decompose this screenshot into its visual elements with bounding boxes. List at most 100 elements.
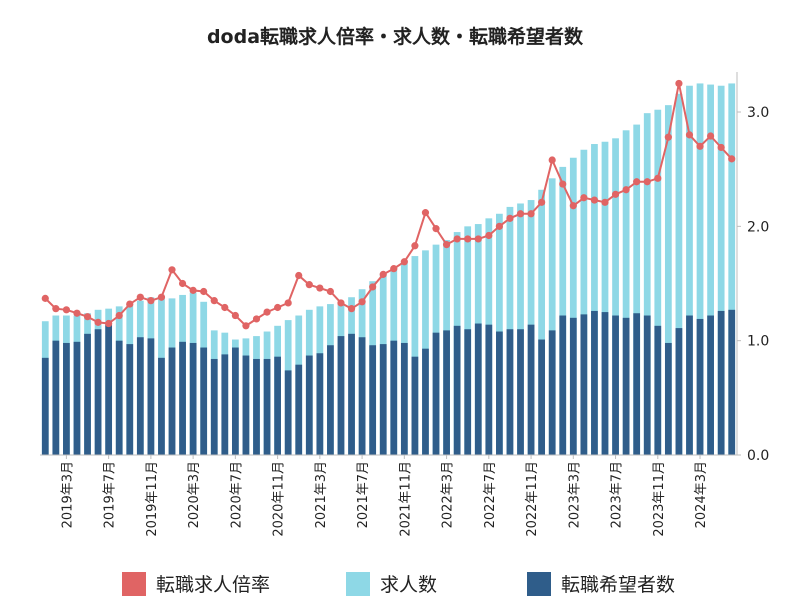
chart-area: 2019年3月 2019年7月 2019年11月 2020年3月 2020年7月 2020… (40, 72, 769, 537)
ratio-point (231, 311, 239, 320)
ratio-point (73, 309, 81, 317)
job-seekers-bar (517, 329, 524, 455)
x-tick-label: 2020年7月 (229, 461, 244, 528)
ratio-point (559, 180, 567, 188)
job-seekers-bar (622, 317, 630, 455)
job-seekers-bar (305, 355, 313, 455)
job-seekers-bar (337, 336, 345, 455)
job-seekers-bar (94, 329, 102, 455)
ratio-point (94, 318, 102, 326)
job-seekers-bar (569, 317, 577, 455)
job-seekers-bar (263, 358, 271, 455)
job-seekers-bar (548, 330, 556, 455)
legend-swatch-ratio (122, 571, 146, 596)
job-seekers-bar (158, 357, 165, 455)
legend-label-openings: 求人数 (380, 574, 438, 596)
job-seekers-bar (390, 340, 398, 455)
ratio-point (326, 287, 335, 296)
job-seekers-bar (189, 342, 197, 455)
job-seekers-bar (728, 309, 736, 455)
ratio-point (527, 210, 535, 218)
job-seekers-bar (601, 312, 609, 455)
job-seekers-bar (443, 330, 450, 455)
ratio-point (580, 194, 588, 202)
ratio-point (611, 190, 620, 198)
job-openings-bar (548, 178, 556, 455)
job-seekers-bar (400, 342, 408, 455)
ratio-point (316, 284, 324, 292)
ratio-point (62, 306, 71, 314)
job-openings-bar (664, 105, 672, 456)
ratio-point (548, 156, 556, 164)
job-openings-bar (411, 256, 419, 455)
axes: 2019年3月 2019年7月 2019年11月 2020年3月 2020年7月 2020… (40, 72, 769, 537)
ratio-point (210, 297, 218, 305)
x-tick-label: 2023年7月 (610, 461, 625, 528)
ratio-point (400, 258, 408, 266)
job-seekers-bar (369, 345, 377, 455)
job-seekers-bar (105, 324, 113, 455)
job-seekers-bars (41, 309, 736, 455)
legend-swatch-openings (346, 571, 370, 596)
ratio-point (664, 133, 672, 141)
job-seekers-bar (696, 318, 704, 455)
ratio-point (411, 242, 419, 250)
y-tick-label: 2.0 (747, 219, 769, 235)
job-seekers-bar (643, 315, 651, 455)
ratio-point (284, 299, 292, 307)
x-tick-label: 2019年7月 (103, 461, 118, 528)
job-seekers-bar (284, 370, 292, 455)
job-seekers-bar (221, 354, 229, 455)
legend-label-seekers: 転職希望者数 (561, 574, 676, 596)
x-tick-label: 2023年3月 (567, 461, 582, 528)
legend-item-seekers: 転職希望者数 (527, 570, 675, 597)
job-openings-bar (643, 113, 651, 456)
ratio-point (622, 186, 630, 194)
ratio-point (105, 319, 113, 328)
ratio-point (147, 297, 155, 305)
job-openings-bar (559, 166, 567, 456)
ratio-point (654, 174, 662, 182)
job-seekers-bar (41, 357, 49, 455)
job-seekers-bar (242, 355, 250, 455)
job-openings-bar (612, 138, 619, 455)
ratio-point (474, 235, 482, 243)
ratio-point (168, 266, 176, 274)
job-openings-bar (675, 93, 683, 456)
job-seekers-bar (654, 325, 662, 455)
job-seekers-bar (52, 340, 60, 455)
job-seekers-bar (496, 331, 503, 455)
job-openings-bar (717, 85, 725, 455)
job-seekers-bar (591, 310, 598, 455)
job-openings-bar (686, 85, 693, 455)
legend-swatch-seekers (527, 571, 551, 596)
ratio-point (643, 178, 651, 186)
ratio-point (453, 235, 461, 243)
ratio-point (369, 283, 377, 291)
x-tick-label: 2022年3月 (441, 461, 456, 528)
x-tick-label: 2021年11月 (398, 461, 413, 537)
ratio-point (390, 265, 398, 273)
job-openings-bar (622, 130, 630, 455)
job-openings-bar (580, 149, 588, 455)
ratio-point (263, 308, 271, 316)
x-tick-label: 2022年7月 (483, 461, 498, 528)
job-seekers-bar (717, 310, 725, 455)
ratio-point (685, 131, 694, 139)
y-tick-label: 3.0 (747, 105, 769, 121)
job-seekers-bar (126, 344, 134, 455)
chart-title: doda転職求人倍率・求人数・転職希望者数 (206, 26, 584, 48)
job-seekers-bar (327, 345, 334, 455)
legend-item-ratio: 転職求人倍率 (122, 570, 270, 597)
x-tick-label: 2019年3月 (60, 461, 75, 528)
y-tick-label: 1.0 (747, 334, 769, 350)
job-seekers-bar (231, 347, 239, 455)
job-seekers-bar (253, 358, 260, 455)
ratio-point (157, 293, 166, 301)
job-seekers-bar (379, 344, 387, 455)
ratio-point (305, 281, 313, 289)
job-seekers-bar (485, 324, 493, 455)
job-seekers-bar (136, 337, 144, 455)
x-tick-label: 2021年7月 (356, 461, 371, 528)
ratio-point (358, 298, 366, 306)
